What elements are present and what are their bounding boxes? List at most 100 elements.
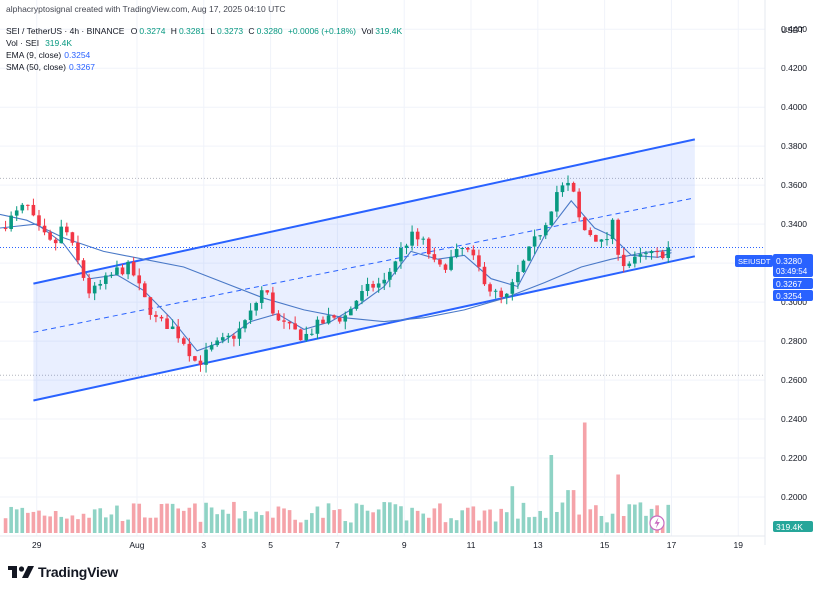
- candle[interactable]: [37, 209, 41, 231]
- candle[interactable]: [215, 337, 219, 347]
- candle[interactable]: [644, 250, 648, 260]
- candle[interactable]: [209, 341, 214, 352]
- volume-indicator-legend[interactable]: Vol · SEI 319.4K: [6, 38, 72, 48]
- ema-indicator-legend[interactable]: EMA (9, close) 0.3254: [6, 50, 90, 60]
- channel-lower-line[interactable]: [33, 255, 696, 402]
- candle[interactable]: [555, 185, 559, 218]
- candle[interactable]: [543, 222, 548, 240]
- candle[interactable]: [232, 333, 236, 347]
- candle[interactable]: [176, 318, 181, 343]
- candle[interactable]: [660, 249, 665, 260]
- candle[interactable]: [170, 319, 175, 330]
- candle[interactable]: [3, 220, 8, 232]
- candle[interactable]: [187, 337, 192, 362]
- candle[interactable]: [349, 306, 353, 316]
- candle[interactable]: [87, 273, 91, 299]
- candle[interactable]: [633, 251, 637, 268]
- candle[interactable]: [460, 247, 465, 256]
- candle[interactable]: [527, 246, 531, 262]
- candle[interactable]: [493, 288, 498, 299]
- candle[interactable]: [371, 280, 375, 292]
- candle[interactable]: [154, 311, 158, 323]
- candle[interactable]: [594, 234, 598, 242]
- candle[interactable]: [287, 321, 292, 330]
- candle[interactable]: [315, 316, 320, 340]
- candle[interactable]: [109, 272, 114, 279]
- candle[interactable]: [265, 290, 270, 295]
- candle[interactable]: [582, 216, 587, 231]
- candle[interactable]: [443, 263, 448, 273]
- candle[interactable]: [605, 232, 609, 246]
- candle[interactable]: [532, 229, 537, 255]
- candle[interactable]: [131, 257, 136, 277]
- tradingview-logo[interactable]: TradingView: [8, 564, 118, 580]
- candle[interactable]: [76, 235, 80, 265]
- candle[interactable]: [454, 243, 459, 259]
- candle[interactable]: [248, 303, 253, 324]
- candle[interactable]: [92, 282, 97, 301]
- candle[interactable]: [610, 218, 615, 245]
- candle[interactable]: [666, 241, 671, 263]
- candle[interactable]: [621, 248, 626, 273]
- candle[interactable]: [120, 264, 125, 276]
- candle[interactable]: [499, 287, 504, 304]
- candle[interactable]: [70, 231, 75, 246]
- candle[interactable]: [293, 316, 297, 330]
- candle[interactable]: [510, 278, 515, 301]
- time-axis[interactable]: 29 Aug 3 5 7 9 11 13 15 17 19: [32, 540, 743, 550]
- candle[interactable]: [560, 182, 565, 197]
- candle[interactable]: [243, 319, 247, 333]
- candle[interactable]: [282, 313, 286, 329]
- candle[interactable]: [376, 277, 381, 293]
- candle[interactable]: [516, 264, 520, 289]
- candle[interactable]: [482, 261, 487, 286]
- candle[interactable]: [198, 355, 203, 372]
- candle[interactable]: [337, 316, 342, 324]
- candle[interactable]: [59, 219, 64, 244]
- candle[interactable]: [432, 247, 437, 263]
- candle[interactable]: [126, 260, 130, 280]
- candle[interactable]: [521, 259, 526, 273]
- candle[interactable]: [254, 301, 258, 316]
- candle[interactable]: [137, 268, 142, 291]
- candle[interactable]: [81, 258, 86, 281]
- candle[interactable]: [48, 229, 52, 241]
- candle[interactable]: [438, 258, 442, 267]
- candle[interactable]: [477, 249, 481, 272]
- candle[interactable]: [538, 235, 542, 241]
- candle[interactable]: [98, 279, 103, 290]
- candle[interactable]: [382, 272, 387, 291]
- candle[interactable]: [204, 342, 208, 373]
- candle[interactable]: [304, 326, 309, 342]
- lightning-icon[interactable]: [649, 515, 665, 531]
- candle[interactable]: [237, 321, 242, 346]
- candle[interactable]: [298, 328, 303, 341]
- candle[interactable]: [566, 175, 570, 191]
- candle[interactable]: [365, 277, 370, 297]
- candle[interactable]: [26, 204, 30, 211]
- candle[interactable]: [399, 242, 403, 269]
- candle[interactable]: [649, 249, 654, 260]
- candle[interactable]: [426, 237, 431, 259]
- candle[interactable]: [638, 247, 643, 263]
- candle[interactable]: [360, 285, 364, 305]
- candle[interactable]: [31, 198, 36, 217]
- candle[interactable]: [181, 336, 186, 346]
- candle[interactable]: [410, 225, 414, 251]
- candle[interactable]: [9, 211, 13, 232]
- candle[interactable]: [332, 314, 336, 320]
- candle[interactable]: [488, 282, 492, 297]
- candle[interactable]: [276, 310, 281, 322]
- sma-indicator-legend[interactable]: SMA (50, close) 0.3267: [6, 62, 95, 72]
- candle[interactable]: [465, 246, 470, 253]
- candle[interactable]: [14, 206, 19, 221]
- candle[interactable]: [504, 292, 509, 305]
- candle[interactable]: [165, 314, 169, 330]
- candle[interactable]: [421, 236, 426, 245]
- candle[interactable]: [354, 300, 359, 311]
- candle[interactable]: [343, 311, 348, 330]
- candle[interactable]: [115, 260, 119, 276]
- candle[interactable]: [393, 260, 398, 275]
